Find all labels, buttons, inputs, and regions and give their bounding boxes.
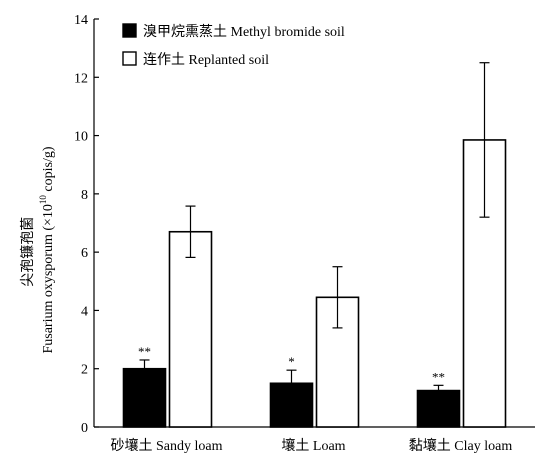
y-axis-title-post: copis/g)	[41, 146, 56, 195]
bar-replanted	[168, 230, 213, 428]
x-tick-label: 砂壤土 Sandy loam	[111, 437, 223, 454]
y-axis-title-sup: 10	[38, 195, 48, 205]
significance-label: **	[138, 344, 151, 359]
legend: 溴甲烷熏蒸土 Methyl bromide soil 连作土 Replanted …	[122, 23, 345, 68]
y-tick-label: 14	[74, 13, 88, 28]
axes: 0 2 4 6 8 10 12 14 砂壤土 Sandy loam 壤土 Loam 黏壤土 Clay…	[74, 13, 535, 454]
x-tick-label: 黏壤土 Clay loam	[409, 437, 513, 454]
x-tick-label: 壤土 Loam	[281, 437, 345, 454]
significance-label: **	[432, 369, 445, 384]
legend-swatch	[122, 23, 137, 38]
legend-swatch	[122, 51, 137, 66]
y-tick-label: 2	[81, 363, 88, 378]
bar-methyl-bromide	[122, 367, 167, 428]
y-axis-title-chinese: 尖孢镰孢菌	[19, 217, 36, 287]
y-tick-label: 10	[74, 130, 88, 145]
bars: *****	[122, 62, 507, 428]
y-tick-label: 4	[81, 304, 88, 319]
y-tick-label: 0	[81, 421, 88, 436]
y-tick-label: 12	[74, 71, 88, 86]
y-tick-label: 8	[81, 188, 88, 203]
legend-label: 溴甲烷熏蒸土 Methyl bromide soil	[143, 24, 345, 40]
legend-label: 连作土 Replanted soil	[143, 52, 269, 68]
y-axis-title: 尖孢镰孢菌 Fusarium oxysporum (×1010 copis/g)	[19, 146, 56, 353]
y-tick-label: 6	[81, 246, 88, 261]
significance-label: *	[288, 354, 295, 369]
bar-methyl-bromide	[416, 389, 461, 428]
y-axis-title-english: Fusarium oxysporum (×1010 copis/g)	[38, 146, 56, 353]
y-axis-title-pre: Fusarium oxysporum (×10	[41, 204, 56, 353]
